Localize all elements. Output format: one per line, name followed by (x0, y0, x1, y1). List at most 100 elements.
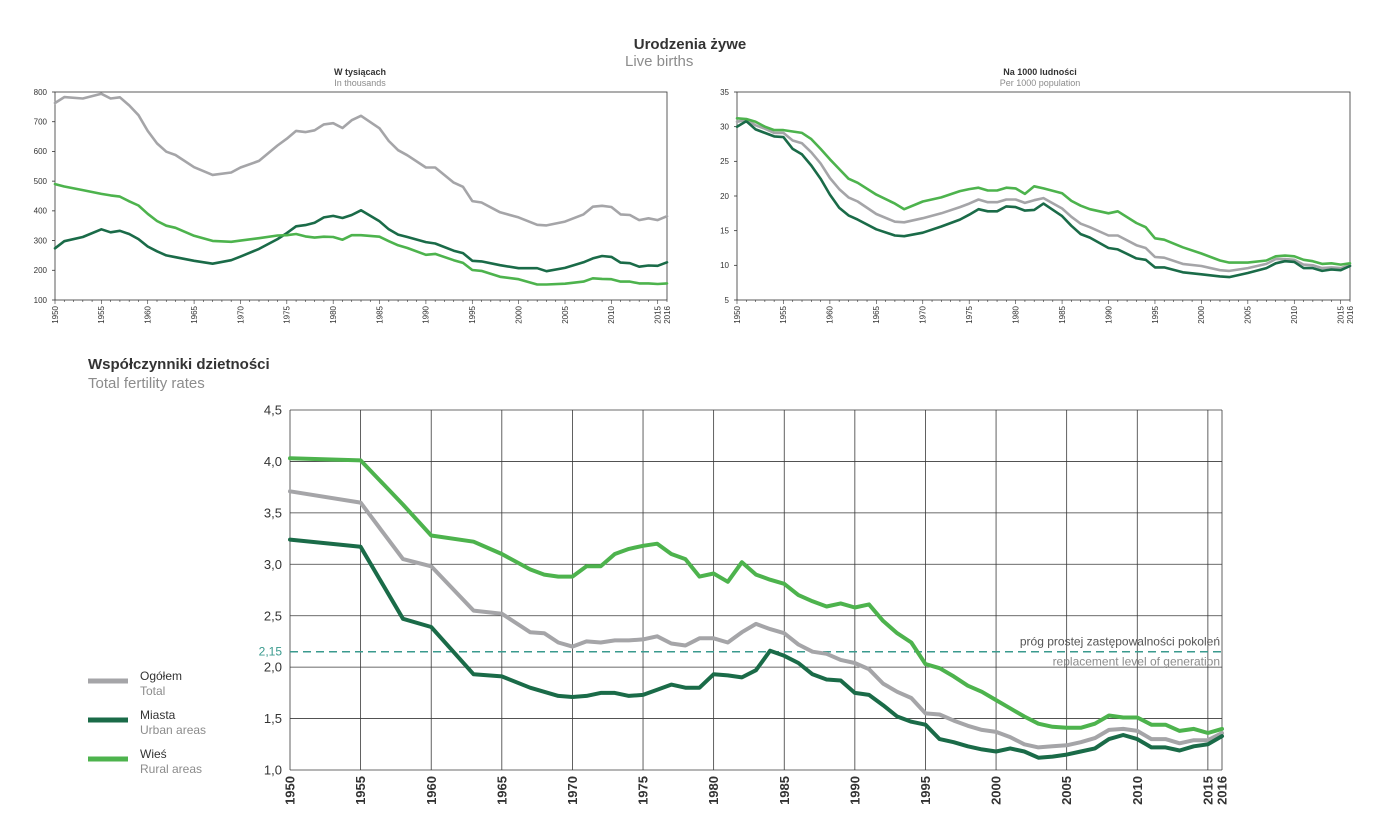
legend-label-rural: Wieś (140, 747, 167, 761)
legend-label-urban: Miasta (140, 708, 176, 722)
y-tick-label: 4,0 (264, 454, 282, 469)
y-tick-label: 5 (725, 296, 730, 305)
x-tick-label: 1965 (494, 776, 509, 805)
y-tick-label: 2,0 (264, 660, 282, 675)
y-tick-label: 1,5 (264, 711, 282, 726)
x-tick-label: 1960 (826, 305, 835, 323)
y-tick-label: 600 (34, 147, 48, 156)
series-line-urban (735, 119, 1352, 279)
x-tick-label: 2010 (1290, 305, 1299, 323)
x-tick-label: 2000 (514, 305, 523, 323)
replacement-level-label-en: replacement level of generation (1053, 655, 1220, 669)
chart3-title: Współczynniki dzietności (88, 356, 270, 373)
x-tick-label: 1975 (965, 305, 974, 323)
y-tick-label: 30 (720, 122, 729, 131)
main-subtitle: Live births (625, 53, 693, 70)
y-tick-label: 1,0 (264, 763, 282, 778)
y-tick-label: 400 (34, 207, 48, 216)
series-line-rural (288, 456, 1224, 735)
legend: Ogółem Total Miasta Urban areas Wieś Rur… (88, 669, 206, 776)
legend-item-total: Ogółem Total (88, 669, 182, 698)
x-tick-label: 1965 (872, 305, 881, 323)
plot-frame (736, 91, 1351, 301)
x-tick-label: 2015 (1337, 305, 1346, 323)
x-tick-label: 2000 (989, 776, 1004, 805)
series-line-rural (53, 182, 669, 286)
x-tick-label: 2010 (1130, 776, 1145, 805)
x-tick-label: 1955 (353, 776, 368, 805)
y-tick-label: 100 (34, 296, 48, 305)
x-tick-label: 1980 (1011, 305, 1020, 323)
series-line-rural (735, 117, 1352, 266)
x-tick-label: 2016 (663, 305, 672, 323)
series-line-total (735, 118, 1352, 273)
x-tick-label: 1975 (636, 776, 651, 805)
series-line-total (53, 92, 669, 227)
x-tick-label: 1970 (919, 305, 928, 323)
x-tick-label: 2010 (607, 305, 616, 323)
x-tick-label: 1995 (1151, 305, 1160, 323)
x-tick-label: 1990 (422, 305, 431, 323)
chart2-subtitle: Per 1000 population (1000, 78, 1081, 88)
plot-frame (54, 91, 668, 301)
x-tick-label: 1975 (283, 305, 292, 323)
series-line-urban (53, 209, 669, 273)
x-tick-label: 1955 (97, 305, 106, 323)
legend-sublabel-urban: Urban areas (140, 723, 206, 737)
y-tick-label: 800 (34, 88, 48, 97)
chart1-subtitle: In thousands (334, 78, 386, 88)
x-tick-label: 2015 (1200, 776, 1215, 805)
x-tick-label: 1980 (329, 305, 338, 323)
y-tick-label: 2,5 (264, 608, 282, 623)
y-tick-label: 35 (720, 88, 729, 97)
x-tick-label: 2005 (561, 305, 570, 323)
x-tick-label: 2016 (1346, 305, 1355, 323)
x-tick-label: 2000 (1197, 305, 1206, 323)
x-tick-label: 1990 (1104, 305, 1113, 323)
y-tick-label: 4,5 (264, 403, 282, 418)
legend-label-total: Ogółem (140, 669, 182, 683)
x-tick-label: 1990 (847, 776, 862, 805)
chart3-subtitle: Total fertility rates (88, 375, 205, 392)
x-tick-label: 1980 (706, 776, 721, 805)
legend-item-rural: Wieś Rural areas (88, 747, 202, 776)
x-tick-label: 1985 (777, 776, 792, 805)
y-tick-label: 3,0 (264, 557, 282, 572)
y-tick-label: 300 (34, 236, 48, 245)
x-tick-label: 1985 (1058, 305, 1067, 323)
births-per-1000-chart: 5 10 15 20 25 30 35 1950 1955 1960 1965 1970 1975 198… (720, 88, 1355, 324)
x-tick-label: 1955 (779, 305, 788, 323)
series-line-total (288, 489, 1224, 750)
x-tick-label: 2015 (654, 305, 663, 323)
replacement-level-value: 2,15 (259, 645, 283, 659)
y-tick-label: 10 (720, 261, 729, 270)
y-tick-label: 15 (720, 226, 729, 235)
y-tick-label: 200 (34, 266, 48, 275)
x-tick-label: 1995 (468, 305, 477, 323)
y-tick-label: 25 (720, 157, 729, 166)
y-tick-label: 700 (34, 118, 48, 127)
chart1-title: W tysiącach (334, 67, 386, 77)
x-tick-label: 1960 (424, 776, 439, 805)
legend-sublabel-rural: Rural areas (140, 762, 202, 776)
x-tick-label: 1950 (733, 305, 742, 323)
x-tick-label: 2016 (1215, 776, 1230, 805)
replacement-level-label-pl: próg prostej zastępowalności pokoleń (1020, 635, 1220, 649)
fertility-rates-chart: 1,0 1,5 2,0 2,5 3,0 3,5 4,0 4,5 1950 1955 1960 1965… (259, 403, 1230, 805)
x-tick-label: 1970 (565, 776, 580, 805)
chart2-title: Na 1000 ludności (1003, 67, 1077, 77)
legend-sublabel-total: Total (140, 684, 165, 698)
legend-item-urban: Miasta Urban areas (88, 708, 206, 737)
y-tick-label: 3,5 (264, 505, 282, 520)
x-tick-label: 1985 (375, 305, 384, 323)
births-thousands-chart: 100 200 300 400 500 600 700 800 1950 1955 1960 1965… (34, 88, 672, 324)
x-tick-label: 1995 (918, 776, 933, 805)
main-title: Urodzenia żywe (634, 36, 747, 53)
y-tick-label: 20 (720, 192, 729, 201)
y-tick-label: 500 (34, 177, 48, 186)
x-tick-label: 1950 (283, 776, 298, 805)
x-tick-label: 2005 (1244, 305, 1253, 323)
x-tick-label: 1960 (144, 305, 153, 323)
x-tick-label: 2005 (1059, 776, 1074, 805)
